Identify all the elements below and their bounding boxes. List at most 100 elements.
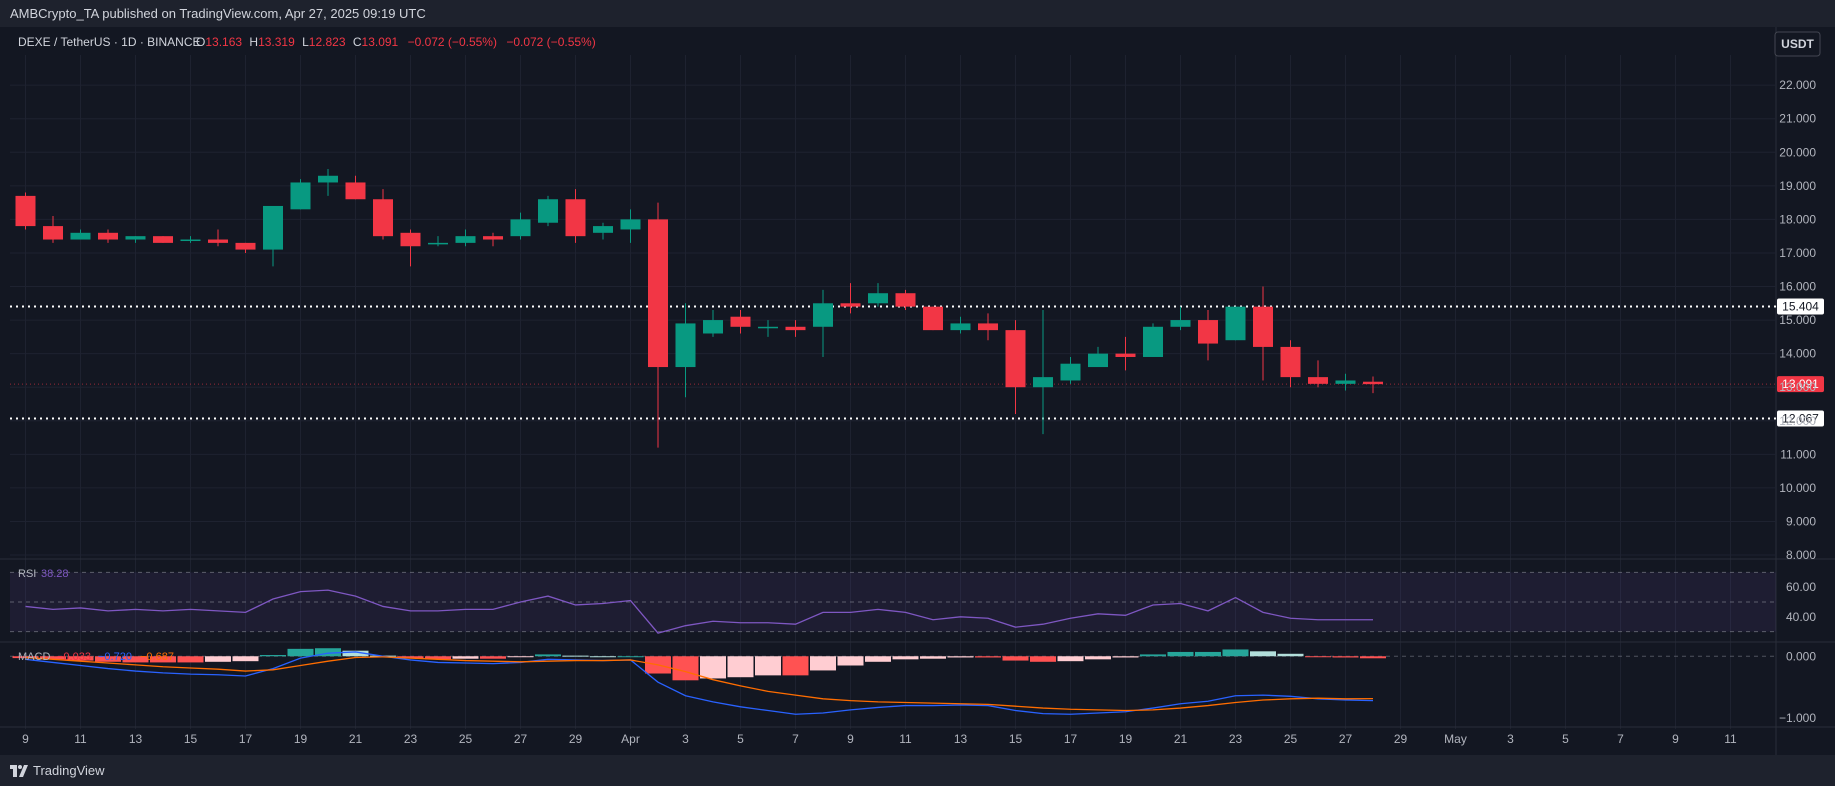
candle-body: [180, 239, 201, 242]
macd-histogram-bar: [122, 656, 149, 663]
currency-button[interactable]: USDT: [1774, 31, 1821, 57]
candle-body: [1088, 353, 1108, 368]
time-tick-label: 7: [1617, 732, 1624, 746]
macd-histogram-bar: [1305, 656, 1331, 658]
time-tick-label: 21: [1174, 732, 1188, 746]
price-tick-label: 9.000: [1786, 514, 1816, 528]
macd-histogram-bar: [1250, 651, 1276, 657]
macd-histogram-bar: [837, 656, 864, 666]
rsi-label: RSI: [18, 568, 36, 580]
candle-body: [565, 199, 586, 237]
macd-histogram-bar: [1195, 651, 1221, 657]
time-tick-label: 13: [129, 732, 143, 746]
macd-histogram-bar: [287, 648, 314, 657]
candle-body: [758, 326, 778, 329]
candle-body: [1253, 306, 1273, 347]
candle-body: [538, 199, 558, 223]
macd-histogram-bar: [755, 656, 781, 676]
time-tick-label: Apr: [621, 732, 640, 746]
time-tick-label: 27: [1339, 732, 1353, 746]
candle-body: [290, 182, 311, 210]
time-tick-label: 7: [792, 732, 799, 746]
candle-body: [1115, 353, 1136, 357]
macd-histogram-bar: [177, 656, 204, 663]
candle-body: [1170, 320, 1191, 327]
time-tick-label: 9: [22, 732, 29, 746]
change-value: −0.072 (−0.55%): [408, 35, 497, 49]
time-tick-label: 11: [74, 732, 87, 746]
price-tick-label: 10.000: [1779, 481, 1816, 495]
axes: 22.000 21.000 20.000 19.000 18.000 17.000 16.0…: [22, 78, 1816, 746]
tradingview-logo[interactable]: TradingView: [10, 763, 105, 778]
time-tick-label: 19: [294, 732, 308, 746]
macd-tick-label: −1.000: [1779, 711, 1816, 725]
candle-body: [98, 232, 118, 240]
candle-body: [1198, 320, 1218, 344]
tradingview-icon: [10, 764, 28, 777]
last-price-label: 13.091: [1782, 377, 1819, 391]
candles[interactable]: [15, 169, 1384, 448]
last-price-box: [1777, 376, 1824, 393]
macd-histogram-bar: [452, 656, 479, 659]
candle-body: [1005, 330, 1026, 388]
macd-histogram-bar: [480, 656, 506, 659]
macd-histogram-bar: [397, 656, 424, 659]
horizontal-levels: 15.404 12.067 13.091: [10, 298, 1824, 427]
time-tick-label: 17: [239, 732, 253, 746]
macd-signal-line: [25, 656, 1374, 712]
time-tick-label: 5: [1562, 732, 1569, 746]
macd-legend: MACD −0.033 −0.720 −0.687: [18, 651, 174, 663]
high-label: H: [249, 35, 258, 49]
time-tick-label: 23: [1229, 732, 1243, 746]
price-tick-label: 19.000: [1779, 179, 1816, 193]
macd-histogram-bar: [1222, 649, 1249, 657]
open-value: 13.163: [205, 35, 242, 49]
high-value: 13.319: [258, 35, 295, 49]
candle-body: [1335, 380, 1356, 384]
price-tick-label: 18.000: [1779, 212, 1816, 226]
time-tick-label: 19: [1119, 732, 1133, 746]
macd-line: [25, 651, 1374, 715]
candle-body: [15, 195, 36, 227]
candle-body: [923, 306, 943, 331]
macd-histogram-bar: [947, 656, 974, 658]
candle-body: [1143, 326, 1163, 357]
price-tick-label: 12.000: [1779, 414, 1816, 428]
macd-line-value: −0.720: [98, 651, 132, 663]
macd-histogram-bar: [920, 656, 946, 659]
price-tick-label: 11.000: [1780, 447, 1816, 461]
candle-body: [318, 175, 338, 183]
macd-histogram-bar: [1085, 656, 1111, 660]
macd-histogram-bar: [12, 656, 39, 659]
macd-histogram-bar: [1167, 651, 1194, 657]
macd-histogram-bar: [1332, 656, 1359, 658]
macd-histogram-bar: [205, 656, 231, 662]
low-value: 12.823: [309, 35, 346, 49]
time-tick-label: 15: [184, 732, 198, 746]
chart-frame[interactable]: 15.404 12.067 13.091 22.000 21.000 20.000 19.…: [0, 27, 1835, 755]
candle-body: [840, 303, 861, 307]
macd-histogram-bar: [672, 656, 699, 681]
macd-histogram-bar: [1360, 656, 1386, 659]
macd-signal-value: −0.687: [140, 651, 174, 663]
candle-body: [648, 219, 668, 368]
time-tick-label: 3: [1507, 732, 1514, 746]
macd-tick-label: 0.000: [1786, 649, 1816, 663]
brand-bar: TradingView: [0, 755, 1835, 786]
macd-histogram-bar: [1030, 656, 1056, 662]
rsi-pane: [10, 571, 1776, 634]
macd-histogram-bar: [1002, 656, 1029, 661]
macd-histogram-bar: [1140, 654, 1166, 657]
macd-histogram-bar: [617, 656, 644, 658]
candle-body: [345, 182, 366, 200]
candle-body: [730, 316, 751, 327]
rsi-value: 38.28: [41, 568, 69, 580]
chart-svg[interactable]: 15.404 12.067 13.091 22.000 21.000 20.000 19.…: [0, 27, 1835, 755]
candle-body: [1060, 363, 1081, 381]
publisher-bar: AMBCrypto_TA published on TradingView.co…: [0, 0, 1835, 27]
candle-body: [208, 239, 228, 243]
macd-histogram-bar: [40, 656, 66, 660]
open-label: O: [196, 35, 205, 49]
macd-histogram-bar: [507, 656, 534, 658]
candle-body: [703, 320, 723, 334]
